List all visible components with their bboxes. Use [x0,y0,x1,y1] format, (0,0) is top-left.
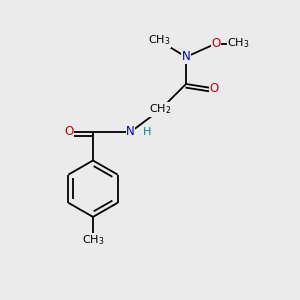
Text: CH$_3$: CH$_3$ [148,34,170,47]
Text: CH$_3$: CH$_3$ [227,37,250,50]
Text: CH$_3$: CH$_3$ [82,233,104,247]
Text: O: O [210,82,219,95]
Text: O: O [64,125,74,139]
Text: H: H [143,127,151,137]
Text: CH$_2$: CH$_2$ [149,103,172,116]
Text: N: N [182,50,190,64]
Text: O: O [212,37,220,50]
Text: N: N [126,125,135,139]
